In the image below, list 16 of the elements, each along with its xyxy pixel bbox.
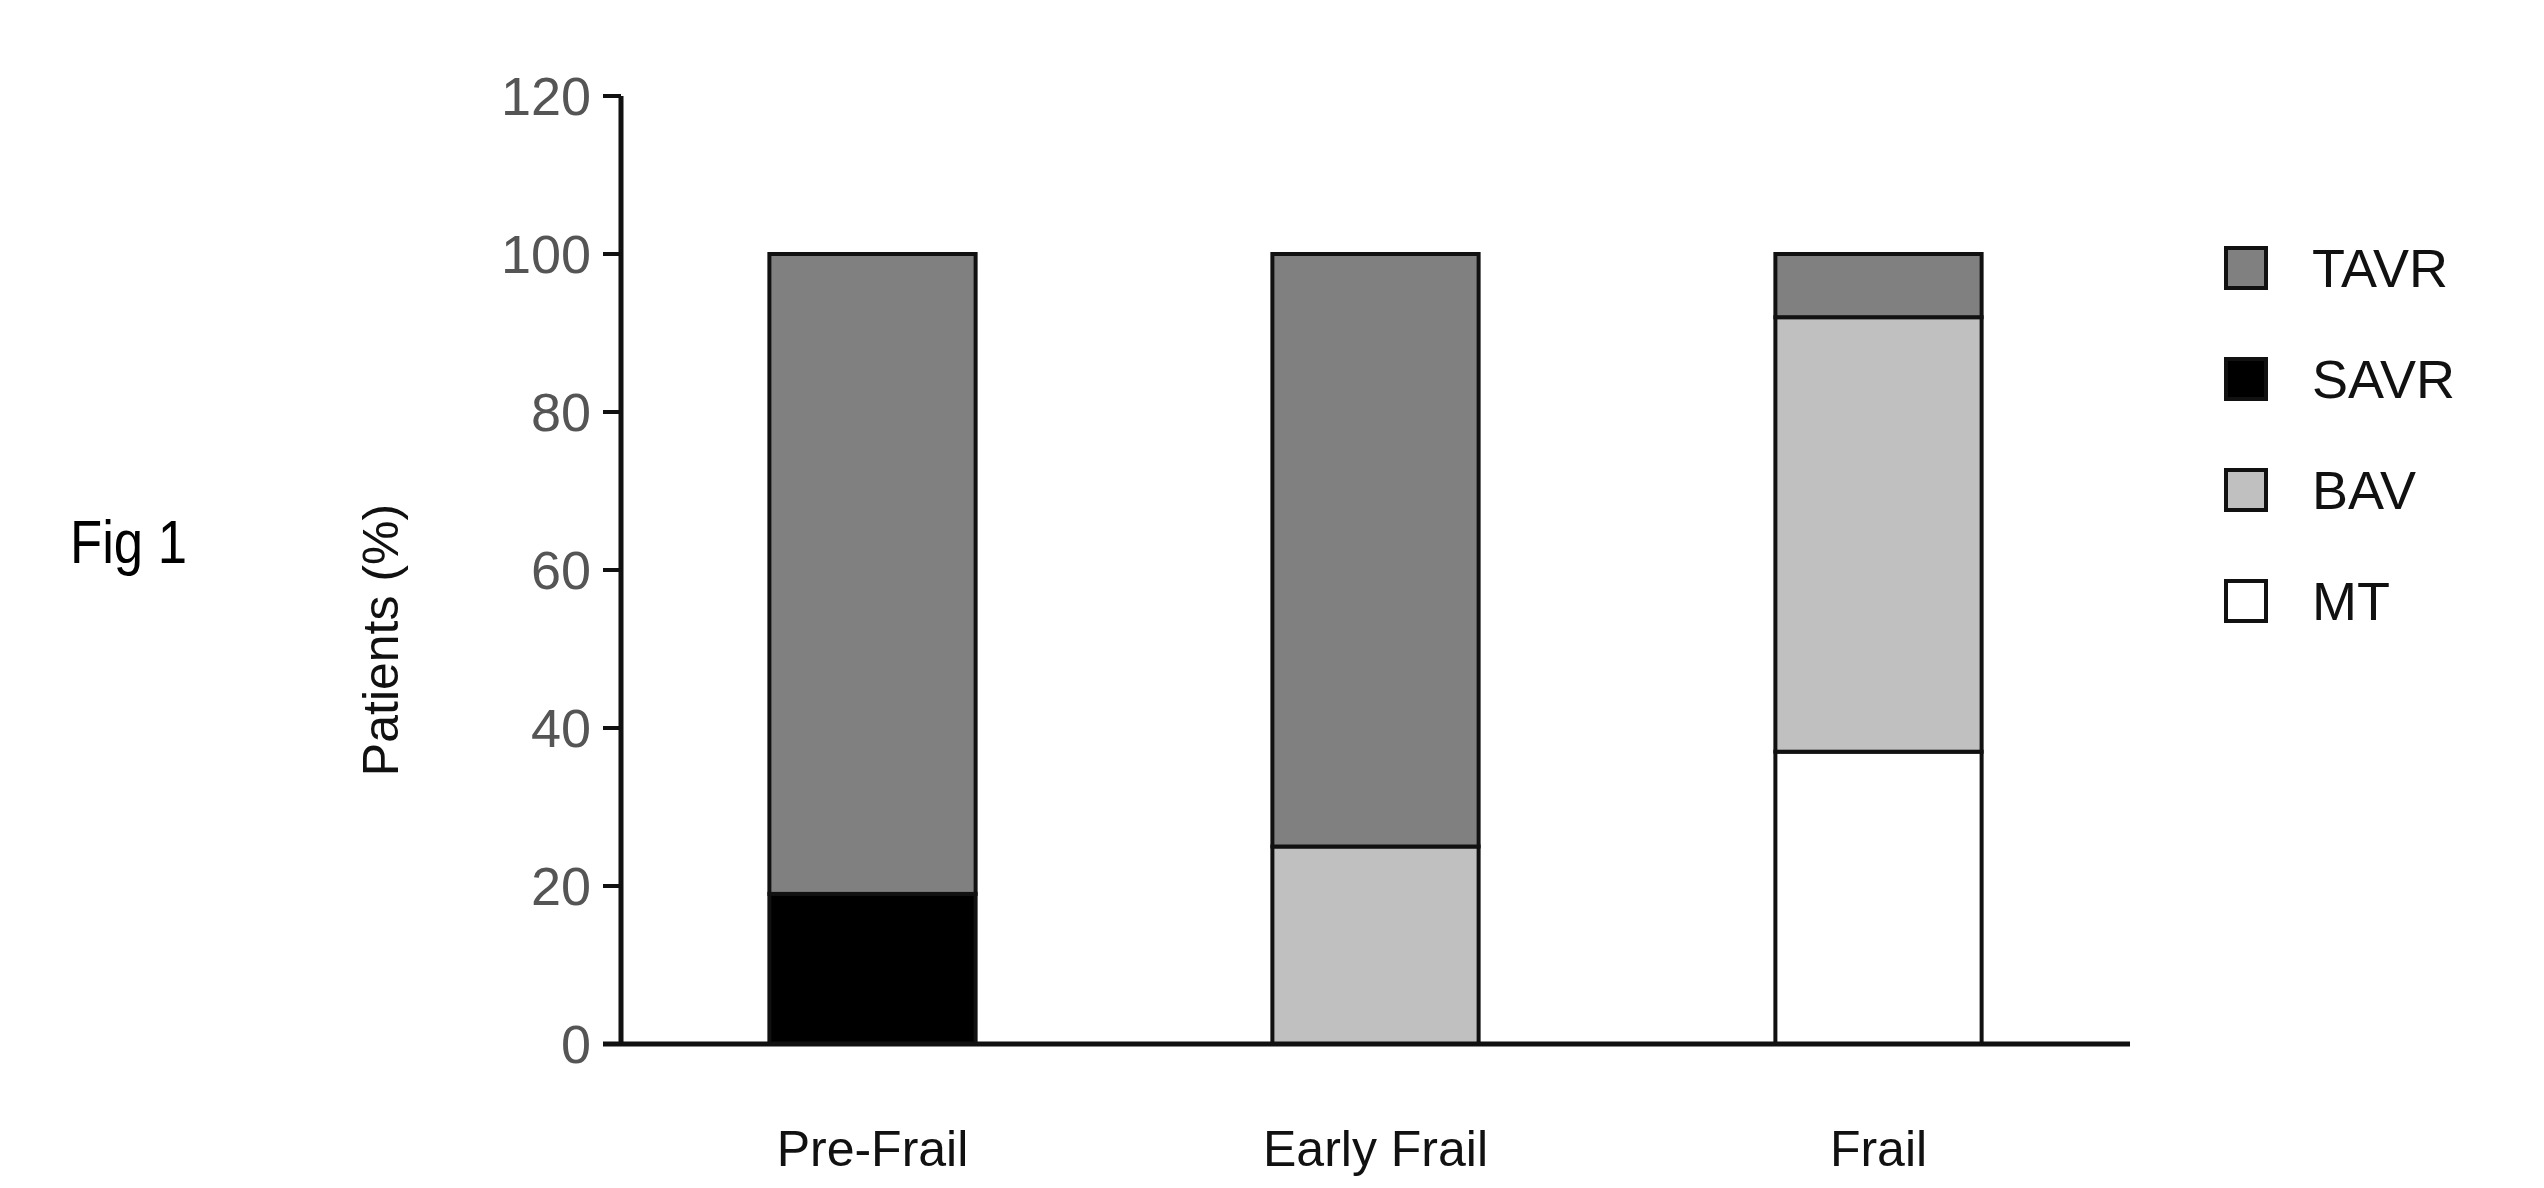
legend-label: TAVR: [2312, 237, 2449, 298]
legend-label: MT: [2312, 570, 2390, 631]
x-tick-label: Frail: [1829, 1121, 1928, 1177]
y-tick-label: 120: [500, 65, 591, 126]
x-tick-label: Pre-Frail: [776, 1121, 969, 1177]
y-tick-label: 40: [530, 697, 591, 758]
caption: Fig 1: [69, 506, 188, 576]
x-tick-label: Early Frail: [1262, 1121, 1489, 1177]
y-tick-label: 60: [530, 539, 591, 600]
y-axis-title: Patients (%): [353, 503, 409, 777]
legend-label: BAV: [2312, 459, 2417, 520]
legend-label: SAVR: [2312, 348, 2456, 409]
y-tick-label: 100: [500, 223, 591, 284]
y-tick-label: 80: [530, 381, 591, 442]
y-tick-label: 20: [530, 855, 591, 916]
y-tick-label: 0: [560, 1013, 591, 1074]
